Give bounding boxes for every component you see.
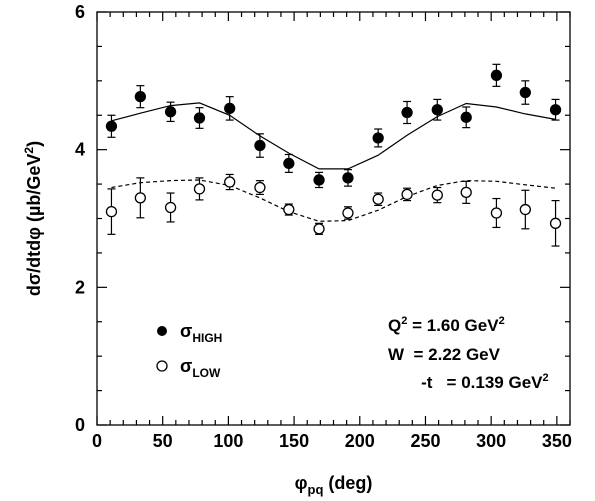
data-point-low (224, 176, 236, 188)
data-points (105, 63, 562, 247)
data-point-high (134, 91, 147, 103)
data-point-high (401, 106, 413, 119)
data-point-low (519, 203, 531, 216)
axis-ticks (96, 11, 571, 426)
annotation-line-w: W = 2.22 GeV (388, 345, 501, 364)
legend-marker-low (156, 360, 168, 372)
legend-high-main: σ (180, 321, 192, 341)
legend-low-sub: LOW (192, 366, 221, 380)
data-point-low (342, 207, 354, 219)
data-point-high (164, 106, 177, 118)
data-point-low (372, 193, 384, 205)
data-point-low (490, 207, 503, 219)
data-point-low (193, 183, 206, 195)
annotation-q2-unit-sup: 2 (499, 315, 505, 327)
data-point-high (193, 112, 206, 124)
legend: σHIGH σLOW (156, 321, 222, 380)
x-axis-label-main: φ (295, 473, 308, 493)
legend-label-low: σLOW (180, 356, 221, 380)
annotation-q2-tail: = 1.60 GeV (407, 316, 499, 335)
x-tick-label: 350 (542, 431, 572, 451)
y-tick-label: 2 (75, 277, 85, 297)
data-point-low (313, 223, 325, 235)
data-point-high (283, 157, 295, 170)
data-point-low (105, 205, 118, 218)
data-point-low (460, 186, 472, 198)
tick-labels: 0 50 100 150 200 250 300 350 0 2 4 6 (75, 2, 572, 451)
data-point-high (549, 104, 562, 116)
data-point-high (372, 132, 384, 144)
y-axis-label: dσ/dtdφ (µb/GeV2) (22, 141, 44, 296)
annotation-line-q2: Q2 = 1.60 GeV2 (388, 315, 505, 335)
model-curves (111, 102, 556, 222)
data-point-high (490, 69, 503, 81)
y-tick-label: 4 (75, 140, 85, 160)
annotation-t-main: -t = 0.139 GeV (421, 373, 543, 392)
y-axis-label-tail: ) (24, 141, 44, 147)
data-point-high (460, 111, 472, 123)
y-tick-label: 0 (75, 415, 85, 435)
legend-label-high: σHIGH (180, 321, 222, 345)
data-point-low (134, 192, 147, 204)
data-point-low (431, 189, 443, 201)
annotation-q2-main: Q (388, 316, 401, 335)
data-point-low (549, 217, 562, 229)
data-point-low (283, 203, 295, 216)
x-tick-label: 200 (345, 431, 375, 451)
x-axis-label-tail: (deg) (323, 473, 372, 493)
legend-high-sub: HIGH (192, 331, 222, 345)
data-point-high (313, 174, 325, 186)
annotation-t-unit-sup: 2 (543, 372, 549, 384)
x-axis-label-sub: pq (308, 482, 324, 497)
annotation-line-t: -t = 0.139 GeV2 (388, 366, 572, 392)
y-axis-label-main: dσ/dtdφ (µb/GeV (24, 154, 44, 297)
data-point-low (401, 188, 413, 201)
y-tick-label: 6 (75, 2, 85, 22)
data-point-low (164, 201, 177, 214)
x-tick-label: 0 (92, 431, 102, 451)
data-point-high (254, 139, 266, 152)
x-tick-label: 150 (279, 431, 309, 451)
annotation-q2-sup: 2 (401, 315, 407, 327)
x-axis-label: φpq (deg) (295, 473, 373, 497)
legend-marker-high (157, 326, 167, 336)
x-tick-label: 250 (410, 431, 440, 451)
x-tick-label: 50 (153, 431, 173, 451)
data-point-high (342, 172, 354, 184)
x-tick-label: 300 (476, 431, 506, 451)
data-point-high (224, 102, 236, 115)
data-point-high (431, 104, 443, 116)
model-curve-low (111, 179, 556, 222)
model-curve-high (111, 102, 556, 170)
data-point-low (254, 181, 266, 194)
kinematics-annotation: Q2 = 1.60 GeV2 W = 2.22 GeV -t = 0.139 G… (388, 315, 572, 392)
x-tick-label: 100 (213, 431, 243, 451)
y-axis-label-sup: 2 (22, 147, 36, 154)
data-point-high (519, 86, 531, 99)
data-point-high (105, 120, 118, 132)
legend-low-main: σ (180, 356, 192, 376)
